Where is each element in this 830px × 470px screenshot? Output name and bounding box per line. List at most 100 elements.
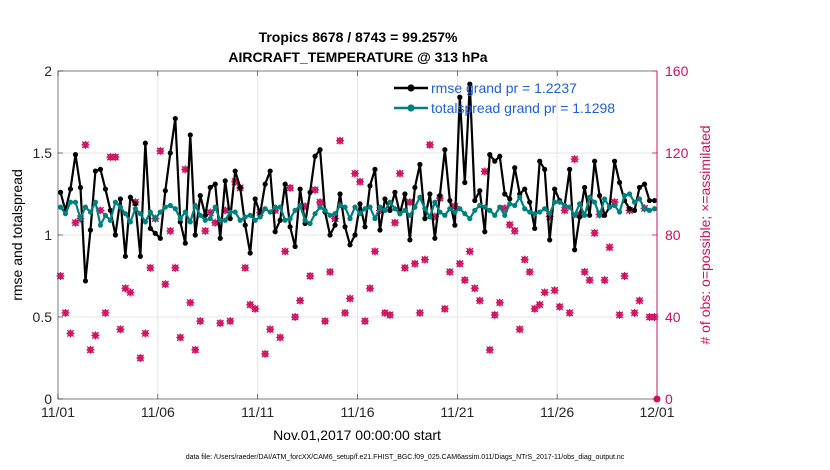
y-tick-label: 0 <box>44 391 52 407</box>
totalspread-point <box>77 216 84 222</box>
rmse-point <box>631 207 638 213</box>
obs-assimilated-point <box>550 286 559 295</box>
obs-assimilated-point <box>355 177 364 186</box>
obs-assimilated-point <box>311 185 320 194</box>
rmse-point <box>132 201 138 207</box>
totalspread-point <box>646 207 653 213</box>
obs-assimilated-point <box>346 294 355 303</box>
rmse-point <box>252 196 258 202</box>
totalspread-point <box>601 196 608 202</box>
totalspread-point <box>582 212 588 218</box>
rmse-point <box>137 253 143 259</box>
totalspread-point <box>127 219 133 225</box>
totalspread-point <box>332 211 338 217</box>
rmse-point <box>142 140 148 146</box>
totalspread-point <box>492 212 498 218</box>
rmse-point <box>422 216 428 222</box>
rmse-point <box>272 229 278 235</box>
totalspread-point <box>587 194 593 200</box>
rmse-point <box>152 230 158 236</box>
totalspread-point <box>452 209 458 215</box>
totalspread-point <box>517 194 523 200</box>
totalspread-point <box>142 219 148 225</box>
y-axis-right: 0 40 80 120 160 <box>652 63 689 407</box>
totalspread-point <box>197 212 203 218</box>
totalspread-point <box>162 204 168 210</box>
totalspread-point <box>132 206 138 212</box>
rmse-point <box>317 147 323 153</box>
rmse-point <box>502 191 508 197</box>
obs-assimilated-point <box>580 267 589 276</box>
rmse-point <box>167 150 173 156</box>
rmse-point <box>212 181 218 187</box>
totalspread-point <box>237 217 243 223</box>
rmse-point <box>157 235 163 241</box>
totalspread-point <box>641 206 648 212</box>
totalspread-point <box>272 204 278 210</box>
rmse-point <box>507 196 513 202</box>
rmse-point <box>247 250 253 256</box>
rmse-point <box>337 191 343 197</box>
legend-rmse-label: rmse grand pr = 1.2237 <box>431 80 577 96</box>
totalspread-point <box>462 211 468 217</box>
totalspread-point <box>417 194 423 200</box>
obs-assimilated-point <box>241 263 250 272</box>
rmse-point <box>567 166 573 172</box>
rmse-point <box>477 188 483 194</box>
totalspread-point <box>367 204 373 210</box>
rmse-point <box>382 196 388 202</box>
rmse-point <box>412 184 418 191</box>
x-tick-label: 12/01 <box>639 404 674 420</box>
totalspread-point <box>152 216 158 222</box>
y-right-tick-label: 0 <box>665 391 673 407</box>
rmse-point <box>552 186 558 192</box>
obs-assimilated-point <box>216 319 225 328</box>
rmse-point <box>537 158 543 164</box>
rmse-point <box>601 212 608 218</box>
totalspread-point <box>437 209 443 215</box>
obs-assimilated-point <box>635 296 644 305</box>
rmse-point <box>222 178 228 184</box>
legend-spread-label: totalspread grand pr = 1.1298 <box>431 100 615 116</box>
totalspread-point <box>347 216 353 222</box>
totalspread-point <box>302 217 308 223</box>
totalspread-point <box>282 217 288 223</box>
rmse-point <box>67 186 74 192</box>
rmse-point <box>277 217 283 223</box>
obs-assimilated-point <box>455 259 464 268</box>
rmse-point <box>532 225 538 232</box>
totalspread-point <box>82 204 89 210</box>
obs-assimilated-point <box>201 226 210 235</box>
totalspread-point <box>631 199 638 205</box>
totalspread-point <box>207 216 213 222</box>
totalspread-point <box>287 216 293 222</box>
rmse-point <box>592 158 598 164</box>
rmse-point <box>182 240 188 246</box>
rmse-point <box>282 181 288 187</box>
rmse-point <box>587 212 593 218</box>
rmse-point <box>487 152 493 158</box>
totalspread-point <box>227 209 233 215</box>
rmse-point <box>297 186 303 192</box>
series-lines <box>57 81 658 284</box>
rmse-point <box>442 147 448 153</box>
totalspread-point <box>427 214 433 220</box>
totalspread-point <box>482 204 488 210</box>
obs-assimilated-point <box>510 226 519 235</box>
rmse-point <box>392 189 398 195</box>
totalspread-point <box>267 209 273 215</box>
obs-assimilated-point <box>400 263 409 272</box>
obs-assimilated-point <box>605 243 614 252</box>
totalspread-point <box>537 209 543 215</box>
rmse-point <box>187 132 193 138</box>
obs-assimilated-point <box>281 247 290 256</box>
rmse-point <box>651 197 658 204</box>
totalspread-point <box>182 209 188 215</box>
obs-assimilated-point <box>370 247 379 256</box>
obs-assimilated-point <box>191 345 200 354</box>
totalspread-point <box>552 199 558 205</box>
rmse-point <box>197 193 203 199</box>
rmse-point <box>572 247 578 253</box>
y-axis-left: 0 0.5 1 1.5 2 <box>33 63 63 407</box>
obs-assimilated-point <box>475 296 484 305</box>
